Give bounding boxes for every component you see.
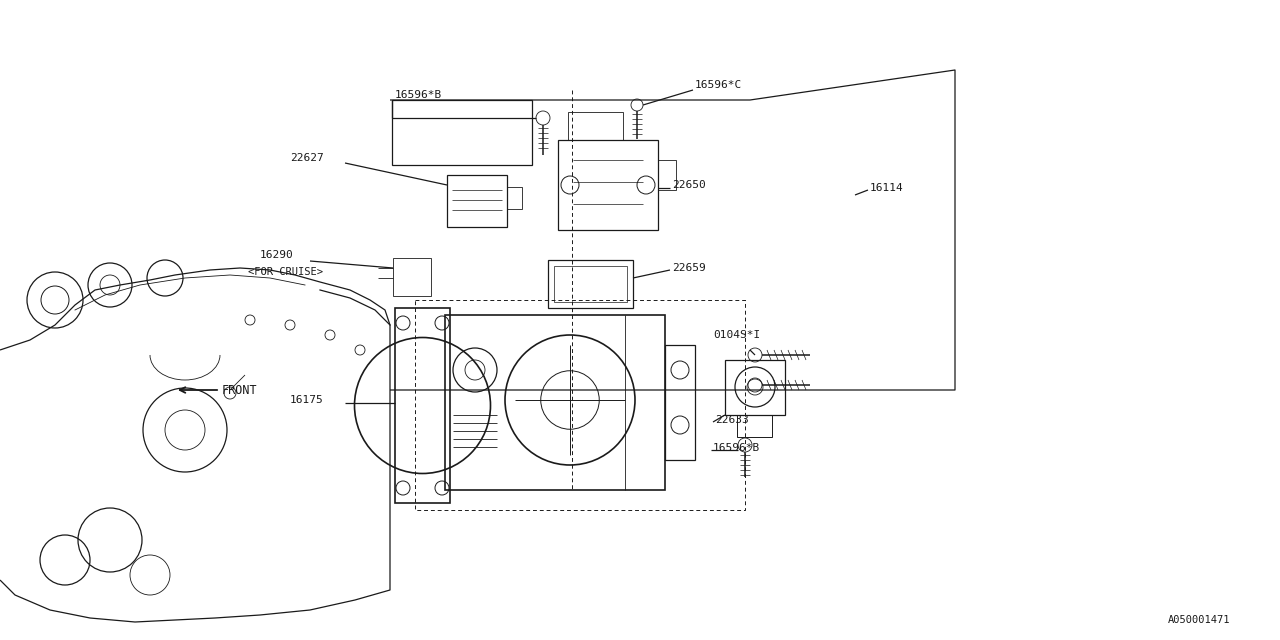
- Text: A050001471: A050001471: [1167, 615, 1230, 625]
- Text: FRONT: FRONT: [221, 383, 257, 397]
- Bar: [445, 315, 666, 490]
- Text: 16596*C: 16596*C: [695, 80, 742, 90]
- Text: 22650: 22650: [672, 180, 705, 190]
- Text: 16596*B: 16596*B: [396, 90, 443, 100]
- Text: <FOR CRUISE>: <FOR CRUISE>: [248, 267, 323, 277]
- Bar: [415, 300, 745, 510]
- Bar: [658, 160, 676, 190]
- Bar: [396, 308, 451, 503]
- Text: 16114: 16114: [870, 183, 904, 193]
- Bar: [558, 140, 658, 230]
- Text: 22633: 22633: [716, 415, 749, 425]
- Bar: [737, 415, 772, 437]
- Text: 0104S*I: 0104S*I: [713, 330, 760, 340]
- Text: 22627: 22627: [291, 153, 324, 163]
- Bar: [507, 187, 522, 209]
- Bar: [392, 100, 532, 165]
- Text: 16175: 16175: [291, 395, 324, 405]
- Bar: [568, 112, 623, 140]
- Bar: [393, 258, 431, 296]
- Text: 16596*B: 16596*B: [713, 443, 760, 453]
- Text: 16290: 16290: [260, 250, 293, 260]
- Bar: [724, 360, 785, 415]
- Bar: [548, 260, 634, 308]
- Text: 22659: 22659: [672, 263, 705, 273]
- Bar: [554, 266, 627, 302]
- Bar: [666, 345, 695, 460]
- Bar: [447, 175, 507, 227]
